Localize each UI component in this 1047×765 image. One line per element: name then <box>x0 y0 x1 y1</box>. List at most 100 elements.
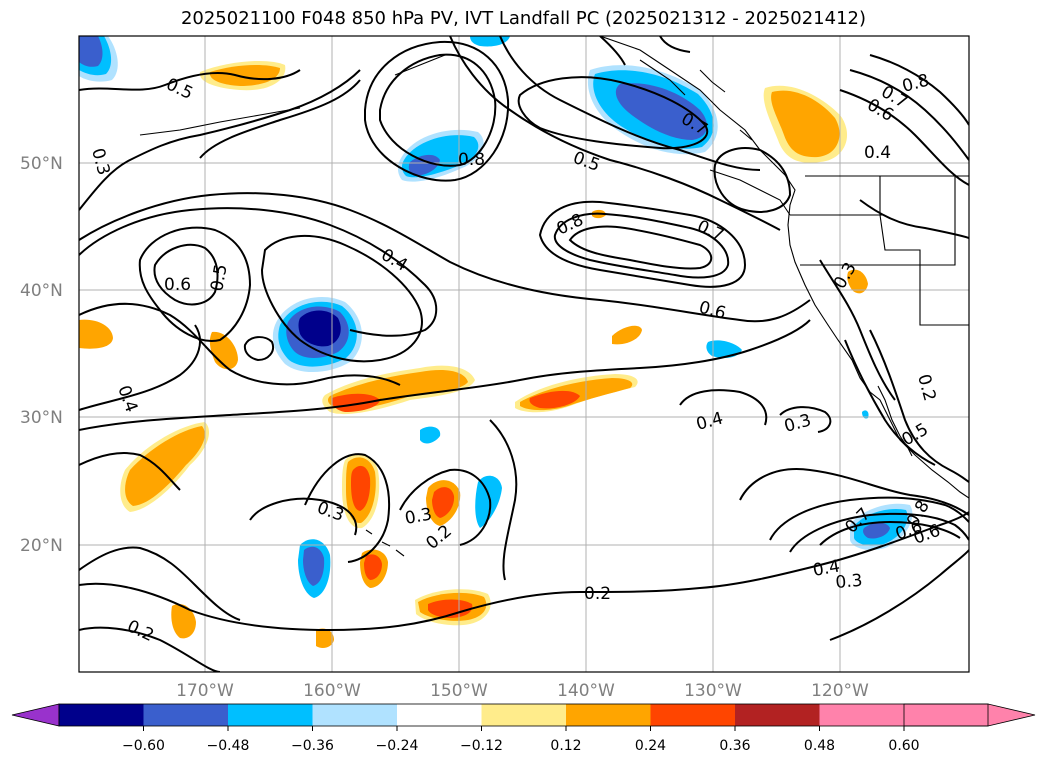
lat-label: 20°N <box>20 536 63 556</box>
positive-anomaly <box>209 64 280 86</box>
positive-anomaly <box>529 390 580 409</box>
pv-contour <box>79 319 811 431</box>
colorbar-tick-label: 0.60 <box>888 738 919 754</box>
contour-label: 0.3 <box>403 505 433 529</box>
longitude-labels: 170°W 160°W 150°W 140°W 130°W 120°W <box>176 681 869 701</box>
colorbar-segment <box>143 704 228 726</box>
pv-contour <box>659 36 691 53</box>
pv-contour <box>599 36 626 66</box>
colorbar-tick-label: −0.48 <box>207 738 250 754</box>
positive-anomaly <box>364 554 382 580</box>
contour-label: 0.6 <box>164 275 191 295</box>
pv-contour <box>819 520 961 546</box>
colorbar-ticks <box>143 726 905 731</box>
colorbar-tick-label: 0.12 <box>550 738 581 754</box>
pv-contour <box>517 76 709 150</box>
pv-contour <box>79 192 811 323</box>
pv-contour <box>79 546 241 621</box>
pv-contour <box>679 389 768 426</box>
positive-anomaly <box>847 269 868 294</box>
latitude-labels: 50°N 40°N 30°N 20°N <box>20 154 63 556</box>
pv-contour <box>739 468 969 516</box>
pv-contour <box>779 406 832 433</box>
colorbar-tick-label: 0.36 <box>719 738 750 754</box>
lon-label: 120°W <box>811 681 869 701</box>
negative-anomaly <box>863 522 890 539</box>
colorbar-segment <box>481 704 566 726</box>
pv-contour <box>153 243 219 306</box>
colorbar-segment <box>228 704 313 726</box>
positive-anomaly <box>79 319 113 349</box>
colorbar-tick-label: 0.48 <box>804 738 835 754</box>
map-title: 2025021100 F048 850 hPa PV, IVT Landfall… <box>180 8 867 29</box>
colorbar-segment <box>650 704 735 726</box>
pv-contour <box>364 40 510 182</box>
positive-anomaly <box>612 325 642 345</box>
pv-contour <box>844 339 936 466</box>
colorbar-outline <box>58 703 989 727</box>
contour-label: 0.4 <box>864 143 891 163</box>
positive-anomaly <box>432 487 455 518</box>
pv-contour <box>769 496 969 541</box>
negative-anomaly <box>475 475 502 528</box>
pv-contour <box>79 324 201 411</box>
positive-anomaly <box>171 603 196 639</box>
alaska-islands <box>639 59 791 216</box>
pv-contour <box>713 147 792 213</box>
pv-contour <box>79 69 361 211</box>
pv-contour <box>79 511 969 632</box>
pv-contour <box>499 36 761 171</box>
lat-label: 50°N <box>20 154 63 174</box>
pv-contour <box>869 54 969 126</box>
state-border <box>879 176 969 326</box>
pv-contour <box>304 453 391 563</box>
colorbar: −0.60 −0.48 −0.36 −0.24 −0.12 0.12 0.24 … <box>11 703 1036 754</box>
negative-anomaly <box>862 410 869 419</box>
colorbar-segment <box>312 704 397 726</box>
pv-contours <box>79 36 969 672</box>
pv-contour <box>869 329 969 483</box>
hawaii-islands <box>365 529 405 557</box>
colorbar-extend-max <box>903 703 1036 727</box>
colorbar-segment <box>397 704 482 726</box>
baja-coast <box>877 385 913 457</box>
colorbar-tick-label: −0.12 <box>460 738 503 754</box>
contour-label: 0.5 <box>207 263 231 293</box>
colorbar-tick-label: 0.24 <box>635 738 666 754</box>
pv-contour <box>839 89 969 186</box>
map-gridlines <box>79 36 969 672</box>
pv-contour <box>379 53 497 167</box>
positive-anomaly <box>331 393 380 412</box>
positive-anomaly <box>771 90 840 158</box>
lon-label: 160°W <box>303 681 361 701</box>
colorbar-segment <box>566 704 651 726</box>
colorbar-segment <box>735 704 820 726</box>
pv-contour <box>489 419 518 581</box>
lon-label: 170°W <box>176 681 234 701</box>
pv-contour <box>538 200 747 288</box>
pv-contour <box>859 199 969 239</box>
negative-anomaly <box>706 340 742 358</box>
state-border <box>800 176 956 266</box>
negative-anomaly <box>470 36 510 47</box>
pv-contour <box>79 207 438 337</box>
pv-contour <box>399 468 492 546</box>
pv-contour <box>79 626 221 672</box>
negative-anomaly <box>615 83 707 140</box>
pv-contour <box>79 69 301 91</box>
colorbar-segment <box>819 704 904 726</box>
contour-label: 0.8 <box>458 150 485 170</box>
colorbar-extend-min <box>11 703 60 727</box>
pv-contour <box>819 259 896 401</box>
pv-contour <box>199 79 361 159</box>
positive-anomaly <box>316 628 334 648</box>
lon-label: 150°W <box>430 681 488 701</box>
negative-anomaly <box>408 154 440 176</box>
contour-label: 0.3 <box>835 571 864 593</box>
pv-contour <box>79 302 401 386</box>
positive-anomaly <box>125 426 205 506</box>
map-border <box>78 35 970 673</box>
pv-contour <box>79 452 181 491</box>
pv-contour <box>789 512 969 553</box>
